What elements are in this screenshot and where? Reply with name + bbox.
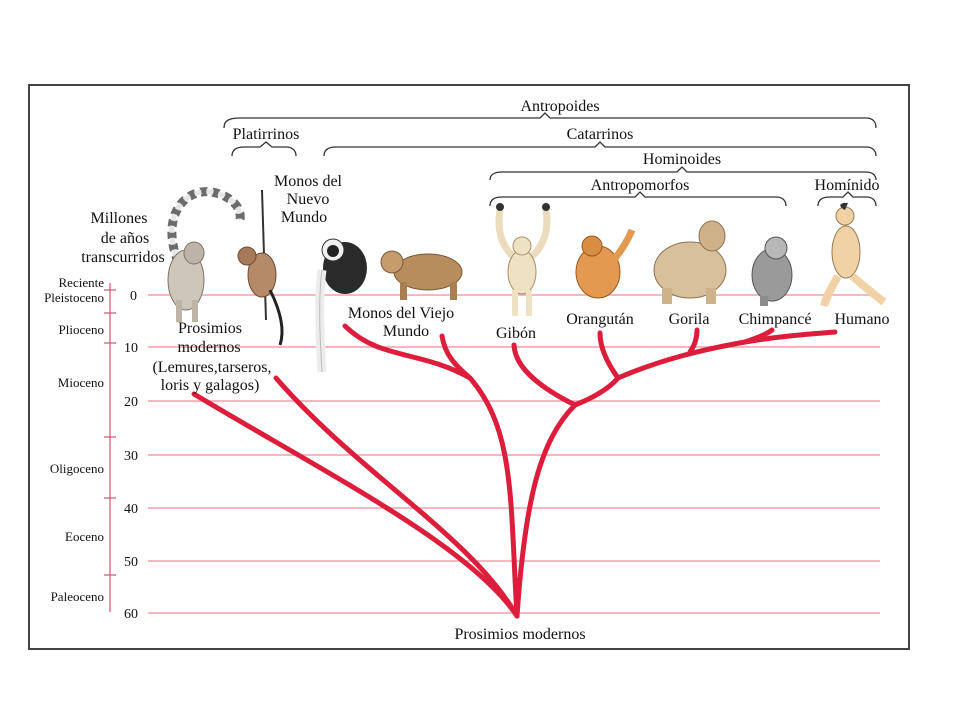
branch-hominoid-stem xyxy=(514,402,578,619)
label-platirrinos: Platirrinos xyxy=(233,126,300,143)
branch-gorila xyxy=(687,327,700,355)
epoch-eoceno: Eoceno xyxy=(65,529,104,544)
tick-40: 40 xyxy=(124,502,138,517)
epoch-mioceno: Mioceno xyxy=(58,375,104,390)
scale-title: Millones de años transcurridos xyxy=(81,210,165,266)
label-antropomorfos: Antropomorfos xyxy=(591,177,690,194)
branch-catarrini-stem xyxy=(467,375,520,619)
bracket-hominoides xyxy=(489,166,877,181)
bracket-catarrinos xyxy=(323,141,877,157)
tick-0: 0 xyxy=(130,289,137,304)
label-gibon: Gibón xyxy=(496,325,536,342)
label-antropoides: Antropoides xyxy=(520,98,599,115)
branch-nuevo-mundo xyxy=(273,375,520,619)
branch-orangutan xyxy=(597,330,621,381)
chimpanzee-illustration xyxy=(751,236,793,306)
label-humano: Humano xyxy=(834,311,889,328)
tick-60: 60 xyxy=(124,607,138,622)
label-gorila: Gorila xyxy=(669,311,710,328)
label-hominoides: Hominoides xyxy=(643,151,721,168)
svg-text:Millones: Millones xyxy=(91,210,148,227)
group-labels: Antropoides Platirrinos Catarrinos Homin… xyxy=(233,98,880,194)
epoch-reciente: Reciente xyxy=(59,275,105,290)
epoch-oligoceno: Oligoceno xyxy=(50,461,104,476)
taxon-labels: Prosimios modernos (Lemures,tarseros, lo… xyxy=(152,173,889,643)
label-nuevo-mundo-1: Monos del xyxy=(274,173,343,190)
tick-30: 30 xyxy=(124,449,138,464)
group-brackets xyxy=(223,112,877,207)
gibbon-illustration xyxy=(495,203,551,316)
label-root-prosimios: Prosimios modernos xyxy=(454,626,585,643)
label-viejo-mundo-2: Mundo xyxy=(383,323,429,340)
label-orangutan: Orangután xyxy=(566,311,634,328)
epoch-paleoceno: Paleoceno xyxy=(51,589,104,604)
lemur-illustration xyxy=(167,187,245,322)
svg-text:transcurridos: transcurridos xyxy=(81,249,165,266)
branch-viejo-mundo-right xyxy=(439,333,473,381)
label-prosimios-1: Prosimios xyxy=(178,320,242,337)
phylogeny-branches xyxy=(191,323,838,619)
label-viejo-mundo-1: Monos del Viejo xyxy=(348,305,454,322)
label-hominido: Homínido xyxy=(815,177,880,194)
branch-gibon xyxy=(511,342,578,408)
branch-viejo-mundo-left xyxy=(342,323,473,381)
branch-african-ape-stem xyxy=(615,339,748,381)
bracket-platirrinos xyxy=(231,141,297,157)
tick-50: 50 xyxy=(124,555,138,570)
tick-20: 20 xyxy=(124,395,138,410)
epoch-labels: Reciente Pleistoceno Plioceno Mioceno Ol… xyxy=(44,275,104,604)
human-illustration xyxy=(820,202,887,308)
svg-text:de años: de años xyxy=(101,230,149,247)
label-prosimios-4: loris y galagos) xyxy=(161,377,260,394)
label-chimpance: Chimpancé xyxy=(739,311,812,328)
bracket-antropoides xyxy=(223,112,877,129)
primate-illustrations xyxy=(167,187,887,373)
branch-prosimios xyxy=(191,391,520,619)
branch-humano xyxy=(742,329,838,345)
orangutan-illustration xyxy=(575,228,636,299)
label-prosimios-2: modernos xyxy=(177,339,240,356)
tarsier-illustration xyxy=(237,189,284,346)
tick-10: 10 xyxy=(124,341,138,356)
epoch-axis xyxy=(104,283,116,612)
label-prosimios-3: (Lemures,tarseros, xyxy=(152,359,271,376)
bracket-hominido xyxy=(817,191,877,207)
label-nuevo-mundo-3: Mundo xyxy=(281,209,327,226)
colobus-illustration xyxy=(315,238,367,373)
epoch-pleistoceno: Pleistoceno xyxy=(44,290,104,305)
scale-ticks: 0 10 20 30 40 50 60 xyxy=(124,289,138,622)
gorilla-illustration xyxy=(653,220,727,304)
label-catarrinos: Catarrinos xyxy=(567,126,634,143)
epoch-plioceno: Plioceno xyxy=(59,322,105,337)
branch-great-ape-stem xyxy=(572,375,621,408)
bracket-antropomorfos xyxy=(489,191,787,207)
label-nuevo-mundo-2: Nuevo xyxy=(287,191,330,208)
macaque-illustration xyxy=(380,250,463,300)
